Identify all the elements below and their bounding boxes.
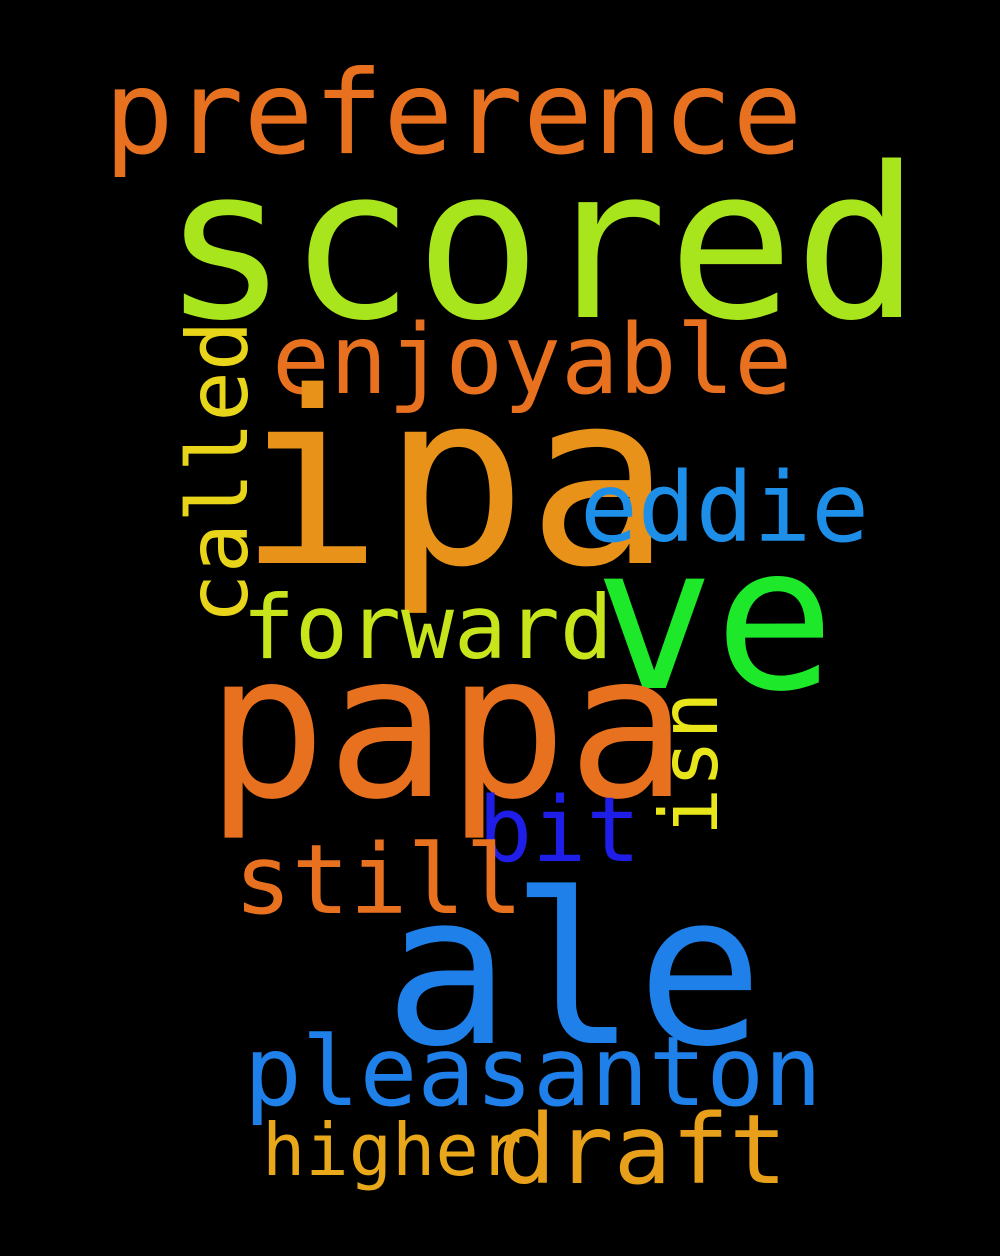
word-preference: preference <box>104 46 803 181</box>
word-pleasanton: pleasanton <box>244 1016 822 1128</box>
word-bit: bit <box>478 778 641 883</box>
word-higher: higher <box>262 1108 523 1192</box>
word-ve: ve <box>594 503 835 736</box>
word-ale: ale <box>384 848 764 1093</box>
word-forward: forward <box>242 576 613 679</box>
word-scored: scored <box>162 122 921 367</box>
word-papa: papa <box>206 611 688 844</box>
word-eddie: eddie <box>580 452 869 564</box>
word-isn: isn <box>643 691 736 837</box>
word-enjoyable: enjoyable <box>272 304 793 416</box>
word-ipa: ipa <box>238 340 672 620</box>
word-draft: draft <box>498 1094 787 1206</box>
word-still: still <box>234 824 523 936</box>
